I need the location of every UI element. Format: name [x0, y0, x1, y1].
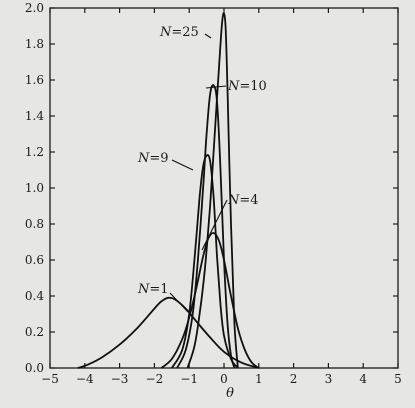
curve-n-4 [160, 232, 260, 369]
x-tick-label: −2 [146, 372, 164, 386]
curve-n-25 [186, 12, 239, 369]
curve-label-num: 25 [182, 25, 199, 40]
plot-frame [49, 7, 399, 369]
curve-label-n-1: N=1 [137, 282, 169, 297]
y-tick-label: 1.6 [25, 73, 44, 87]
curves [77, 12, 260, 369]
x-tick-label: 0 [220, 372, 228, 386]
y-tick-label: 0.2 [25, 325, 44, 339]
curve-label-var: N [227, 193, 240, 208]
curve-label-eq: = [239, 193, 250, 208]
x-axis-title: θ [226, 386, 234, 401]
curve-label-num: 10 [250, 79, 267, 94]
curve-label-num: 4 [250, 193, 258, 208]
curve-label-var: N [159, 25, 172, 40]
x-tick-label: 5 [394, 372, 402, 386]
y-tick-label: 0.8 [25, 217, 44, 231]
curve-leader-n-4 [201, 199, 228, 251]
curve-label-num: 9 [160, 151, 168, 166]
curve-labels: N=1N=4N=9N=10N=25 [137, 25, 267, 313]
curve-label-n-10: N=10 [227, 79, 267, 94]
x-tick-label: −5 [41, 372, 59, 386]
curve-leader-n-10 [205, 85, 227, 89]
curve-leader-n-25 [204, 33, 212, 39]
curve-label-var: N [137, 151, 150, 166]
y-tick-label: 1.8 [25, 37, 44, 51]
y-tick-label: 0.4 [25, 289, 44, 303]
curve-n-10 [176, 84, 236, 369]
x-tick-label: 4 [359, 372, 367, 386]
x-tick-label: −3 [111, 372, 129, 386]
x-tick-label: −4 [76, 372, 94, 386]
curve-label-n-25: N=25 [159, 25, 199, 40]
y-tick-label: 1.4 [25, 109, 44, 123]
curve-label-eq: = [149, 282, 160, 297]
plot-border [49, 7, 399, 369]
x-tick-label: −1 [180, 372, 198, 386]
y-tick-label: 0.0 [25, 361, 44, 375]
curve-label-eq: = [149, 151, 160, 166]
curve-label-n-4: N=4 [227, 193, 259, 208]
x-tick-label: 2 [290, 372, 298, 386]
x-tick-label: 1 [255, 372, 263, 386]
curve-label-eq: = [239, 79, 250, 94]
curve-leader-n-9 [171, 159, 194, 171]
curve-n-9 [171, 154, 239, 369]
curve-leader-n-1 [169, 292, 189, 313]
curve-label-eq: = [171, 25, 182, 40]
x-tick-label: 3 [325, 372, 333, 386]
curve-label-var: N [227, 79, 240, 94]
curve-label-num: 1 [160, 282, 168, 297]
curve-label-var: N [137, 282, 150, 297]
y-tick-label: 1.0 [25, 181, 44, 195]
y-tick-label: 0.6 [25, 253, 44, 267]
curve-label-n-9: N=9 [137, 151, 169, 166]
y-tick-label: 1.2 [25, 145, 44, 159]
y-tick-label: 2.0 [25, 1, 44, 15]
curve-n-1 [77, 296, 260, 369]
axis-ticks: −5 −4 −3 −2 −1 0 1 2 3 4 5 0.0 0.2 0.4 0.6 0.8 1.0 1.2 1.4… [25, 1, 402, 386]
